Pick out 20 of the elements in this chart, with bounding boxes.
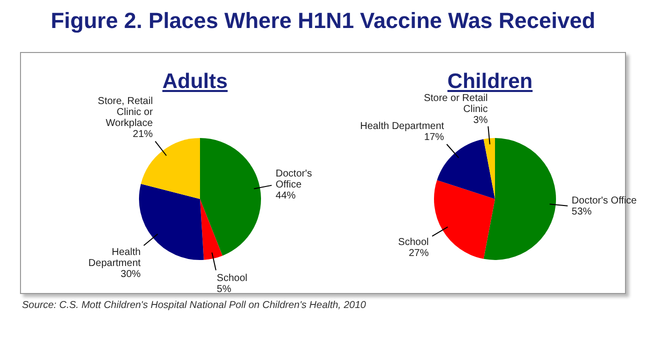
slice-label: School [216, 272, 248, 284]
data-label: 3% [473, 114, 488, 126]
data-label: 44% [276, 190, 296, 202]
caption: Figure 2. Places Where H1N1 Vaccine Was Received [50, 8, 596, 34]
slice-label: Health Department [88, 246, 141, 269]
slice-label: School [398, 236, 429, 248]
chart-title: Adults [161, 70, 229, 94]
source-note: Source: C.S. Mott Children's Hospital National Poll on Children's Health, 2010 [22, 300, 366, 311]
data-label: 5% [216, 284, 232, 295]
data-label: 17% [424, 132, 444, 143]
data-label: 30% [120, 268, 141, 280]
slice-label: Doctor's Office [572, 195, 638, 206]
data-label: 21% [132, 128, 153, 140]
chart-title: Children [446, 70, 534, 94]
data-label: 53% [572, 206, 592, 218]
slice-label: Store, Retail Clinic or Workplace [98, 96, 154, 129]
slice-label: Health Department [360, 120, 444, 132]
data-label: 27% [408, 248, 429, 259]
slice-label: Doctor's Office [276, 168, 312, 190]
slice-label: Store or Retail Clinic [424, 92, 488, 115]
